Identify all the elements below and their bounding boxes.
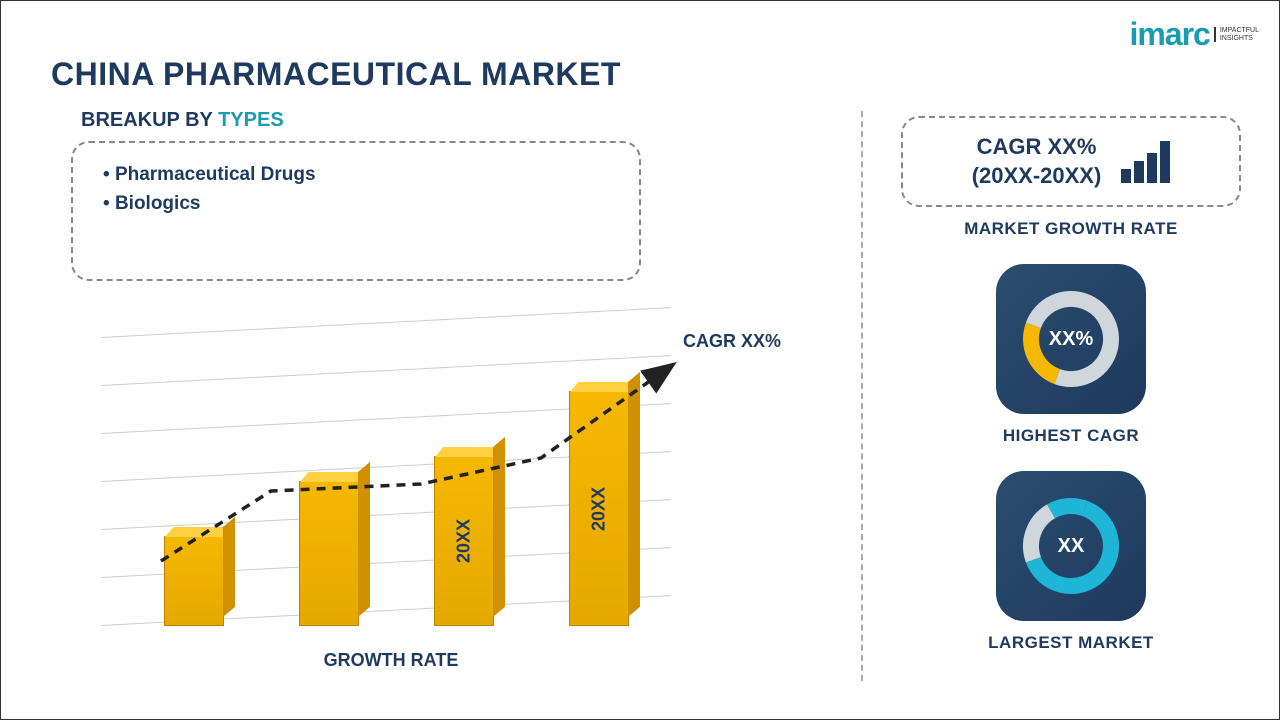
- chart-bars: 20XX20XX: [131, 336, 671, 626]
- brand-logo: imarc IMPACTFUL INSIGHTS: [1129, 16, 1259, 53]
- page-title: CHINA PHARMACEUTICAL MARKET: [51, 56, 621, 93]
- growth-rate-label: MARKET GROWTH RATE: [901, 219, 1241, 239]
- vertical-divider: [861, 111, 863, 681]
- types-box: • Pharmaceutical Drugs • Biologics: [71, 141, 641, 281]
- growth-chart: 20XX20XX CAGR XX% GROWTH RATE: [71, 336, 711, 676]
- right-panel: CAGR XX% (20XX-20XX) MARKET GROWTH RATE …: [901, 116, 1241, 678]
- breakup-subtitle: BREAKUP BY TYPES: [81, 109, 284, 132]
- growth-rate-text: CAGR XX% (20XX-20XX): [972, 133, 1102, 190]
- logo-tagline: IMPACTFUL INSIGHTS: [1214, 27, 1259, 42]
- type-item: • Pharmaceutical Drugs: [103, 161, 609, 190]
- highest-cagr-label: HIGHEST CAGR: [901, 426, 1241, 446]
- largest-market-tile: XX: [996, 471, 1146, 621]
- cagr-annotation: CAGR XX%: [683, 331, 781, 352]
- largest-market-label: LARGEST MARKET: [901, 633, 1241, 653]
- bar-chart-icon: [1121, 141, 1170, 183]
- logo-text: imarc: [1129, 16, 1209, 53]
- type-item: • Biologics: [103, 190, 609, 219]
- highest-cagr-tile: XX%: [996, 264, 1146, 414]
- cagr-value: XX%: [1049, 328, 1093, 351]
- growth-rate-box: CAGR XX% (20XX-20XX): [901, 116, 1241, 207]
- market-value: XX: [1058, 535, 1085, 558]
- x-axis-label: GROWTH RATE: [324, 650, 459, 671]
